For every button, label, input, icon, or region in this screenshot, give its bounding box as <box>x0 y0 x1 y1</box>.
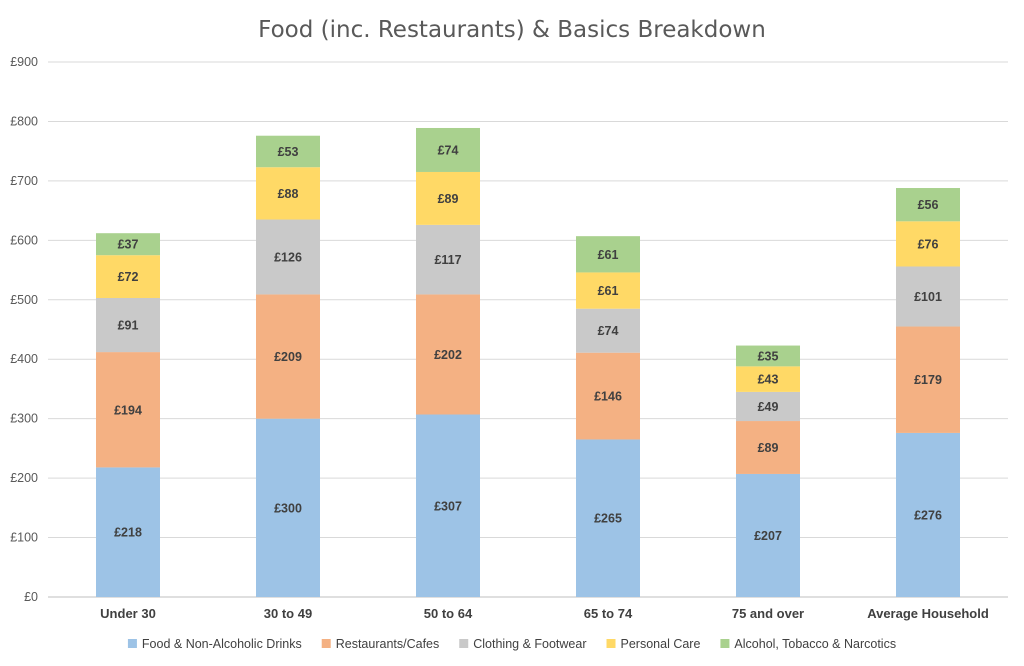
data-label: £276 <box>914 508 942 522</box>
data-label: £101 <box>914 290 942 304</box>
data-label: £61 <box>598 284 619 298</box>
data-label: £194 <box>114 403 142 417</box>
bar-segment <box>736 366 800 392</box>
chart-title: Food (inc. Restaurants) & Basics Breakdo… <box>258 17 766 43</box>
bar-segment <box>416 294 480 415</box>
y-tick-label: £700 <box>10 174 38 188</box>
y-tick-label: £800 <box>10 114 38 128</box>
data-label: £126 <box>274 250 302 264</box>
bar-segment <box>736 345 800 367</box>
x-tick-label: Average Household <box>867 606 989 621</box>
bar-segment <box>896 188 960 222</box>
data-label: £265 <box>594 512 622 526</box>
y-tick-label: £200 <box>10 471 38 485</box>
data-label: £117 <box>434 253 461 267</box>
data-label: £49 <box>758 400 779 414</box>
bar-segment <box>896 432 960 597</box>
data-labels: £218 £194 £91 £72 £37 £300 £209 £126 £88 £53 £307 £… <box>114 143 942 542</box>
legend-swatch <box>606 639 616 648</box>
data-label: £179 <box>914 373 942 387</box>
bar-segment <box>416 414 480 597</box>
y-tick-label: £400 <box>10 352 38 366</box>
legend-item: Food & Non-Alcoholic Drinks <box>127 637 302 651</box>
bar-segment <box>96 297 160 353</box>
legend-label: Clothing & Footwear <box>473 637 586 651</box>
legend-swatch <box>720 639 730 648</box>
x-tick-label: Under 30 <box>100 606 156 621</box>
y-tick-label: £0 <box>24 590 38 604</box>
bar-segment <box>256 219 320 295</box>
legend-swatch <box>127 639 137 648</box>
legend-label: Alcohol, Tobacco & Narcotics <box>734 637 896 651</box>
y-tick-label: £900 <box>10 55 38 69</box>
bar-segment <box>256 167 320 220</box>
bars <box>96 127 960 597</box>
legend-label: Restaurants/Cafes <box>336 637 440 651</box>
data-label: £74 <box>438 143 459 157</box>
data-label: £43 <box>758 373 779 387</box>
y-tick-label: £500 <box>10 293 38 307</box>
bar-segment <box>96 233 160 256</box>
legend-label: Food & Non-Alcoholic Drinks <box>142 637 302 651</box>
bar-segment <box>256 294 320 419</box>
data-label: £61 <box>598 248 619 262</box>
bar-segment <box>256 418 320 597</box>
bar-segment <box>416 224 480 295</box>
data-label: £53 <box>278 145 299 159</box>
x-tick-label: 75 and over <box>732 606 804 621</box>
legend-swatch <box>459 639 469 648</box>
data-label: £88 <box>278 187 299 201</box>
y-tick-label: £100 <box>10 531 38 545</box>
bar-segment <box>416 127 480 172</box>
bar-segment <box>736 421 800 474</box>
bar-segment <box>896 326 960 433</box>
data-label: £74 <box>598 324 619 338</box>
bar-segment <box>96 352 160 468</box>
bar-segment <box>896 266 960 327</box>
y-axis-ticks: £0 £100 £200 £300 £400 £500 £600 £700 £800 £900 <box>10 55 38 604</box>
bar-segment <box>896 221 960 267</box>
legend-swatch <box>321 639 331 648</box>
bar-segment <box>416 171 480 225</box>
data-label: £202 <box>434 348 462 362</box>
x-axis-ticks: Under 30 30 to 49 50 to 64 65 to 74 75 and o… <box>100 606 989 621</box>
y-tick-label: £300 <box>10 412 38 426</box>
data-label: £218 <box>114 526 142 540</box>
bar-segment <box>576 439 640 597</box>
legend-item: Clothing & Footwear <box>459 637 587 651</box>
data-label: £91 <box>118 319 139 333</box>
data-label: £89 <box>758 441 779 455</box>
bar-segment <box>256 135 320 168</box>
legend-label: Personal Care <box>621 637 701 651</box>
data-label: £35 <box>758 349 779 363</box>
data-label: £209 <box>274 350 302 364</box>
data-label: £146 <box>594 390 622 404</box>
data-label: £37 <box>118 238 139 252</box>
bar-segment <box>736 391 800 422</box>
legend-item: Restaurants/Cafes <box>321 637 440 651</box>
x-tick-label: 50 to 64 <box>424 606 473 621</box>
gridlines <box>48 61 1008 598</box>
bar-segment <box>576 308 640 353</box>
bar-segment <box>736 473 800 597</box>
data-label: £72 <box>118 270 139 284</box>
data-label: £89 <box>438 192 459 206</box>
bar-segment <box>576 352 640 440</box>
legend: Food & Non-Alcoholic Drinks Restaurants/C… <box>127 637 896 651</box>
x-tick-label: 30 to 49 <box>264 606 312 621</box>
bar-segment <box>576 236 640 273</box>
legend-item: Personal Care <box>606 637 701 651</box>
data-label: £76 <box>918 237 939 251</box>
y-tick-label: £600 <box>10 233 38 247</box>
legend-item: Alcohol, Tobacco & Narcotics <box>720 637 896 651</box>
data-label: £207 <box>754 529 782 543</box>
bar-segment <box>96 255 160 298</box>
data-label: £300 <box>274 501 302 515</box>
x-tick-label: 65 to 74 <box>584 606 633 621</box>
data-label: £307 <box>434 499 462 513</box>
bar-segment <box>576 272 640 309</box>
bar-segment <box>96 467 160 597</box>
data-label: £56 <box>918 198 939 212</box>
